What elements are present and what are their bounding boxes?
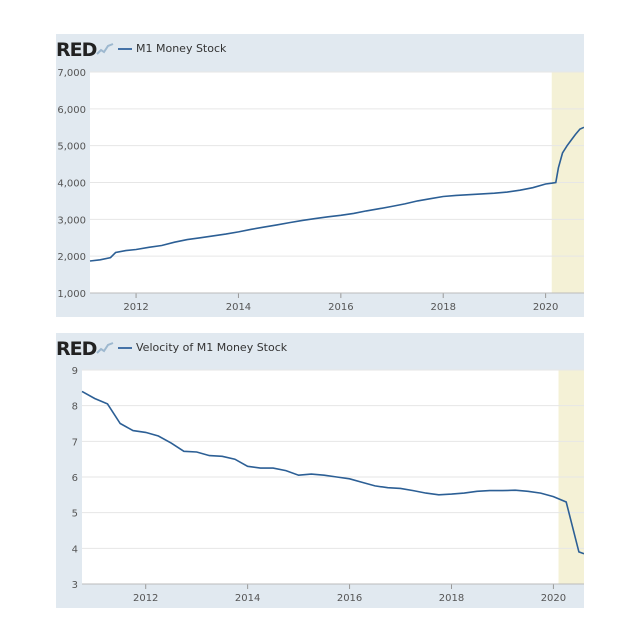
y-tick-label: 2,000 [57,252,86,263]
y-tick-label: 5,000 [57,142,86,153]
y-tick-label: 7,000 [57,68,86,79]
legend-label: M1 Money Stock [136,42,227,55]
fred-graph-icon [96,43,114,55]
x-tick-label: 2016 [328,302,353,313]
y-tick-label: 9 [72,366,78,377]
x-tick-label: 2020 [541,593,566,604]
y-tick-label: 1,000 [57,289,86,300]
x-tick-label: 2014 [235,593,260,604]
chart-header: RED Velocity of M1 Money Stock [56,333,584,369]
fred-logo: RED [56,338,97,360]
x-tick-label: 2012 [133,593,158,604]
y-tick-label: 5 [72,509,78,520]
y-tick-label: 7 [72,437,78,448]
y-tick-label: 8 [72,402,78,413]
velocity-chart-panel: RED Velocity of M1 Money Stock 3 4 5 6 7 8 9 20… [56,333,584,608]
y-tick-label: 6,000 [57,105,86,116]
fred-logo: RED [56,39,97,61]
legend-label: Velocity of M1 Money Stock [136,341,288,354]
chart-header: RED M1 Money Stock [56,34,584,70]
y-tick-label: 4,000 [57,179,86,190]
series-line [89,126,584,262]
x-tick-label: 2014 [226,302,251,313]
y-tick-label: 6 [72,473,78,484]
y-tick-label: 3 [72,580,78,591]
series-line [81,390,584,555]
legend-swatch [118,347,132,349]
x-tick-label: 2018 [439,593,464,604]
x-tick-label: 2020 [533,302,558,313]
m1-chart-panel: RED M1 Money Stock 1,000 2,000 3,000 4,000 5… [56,34,584,317]
velocity-line-chart: 3 4 5 6 7 8 9 2012 2014 2016 2018 2020 [72,366,584,604]
x-tick-label: 2016 [337,593,362,604]
x-tick-label: 2018 [430,302,455,313]
legend-swatch [118,48,132,50]
x-tick-label: 2012 [123,302,148,313]
fred-graph-icon [96,342,114,354]
y-tick-label: 4 [72,544,78,555]
m1-line-chart: 1,000 2,000 3,000 4,000 5,000 6,000 7,000 2012 2… [57,68,584,313]
y-tick-label: 3,000 [57,215,86,226]
